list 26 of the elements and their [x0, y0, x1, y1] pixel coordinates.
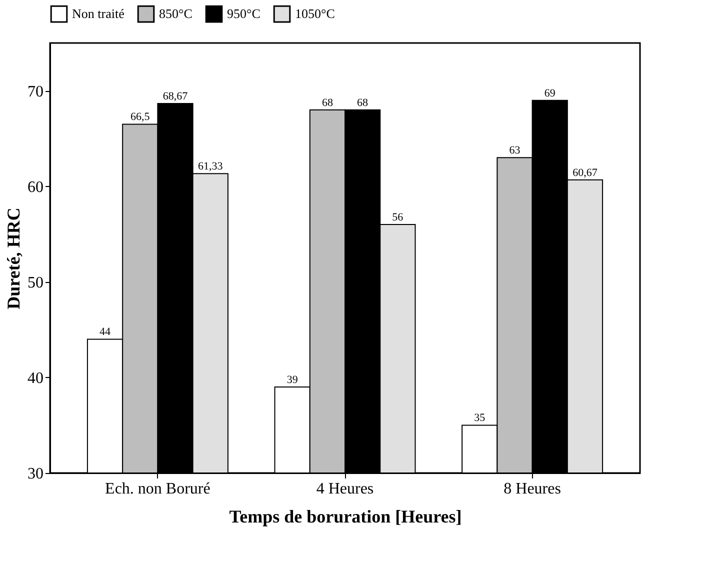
y-tick-label: 30 [28, 466, 44, 482]
data-label: 63 [509, 144, 521, 157]
legend-label: 850°C [159, 6, 192, 22]
data-label: 56 [392, 212, 404, 224]
y-tick-label: 60 [28, 178, 44, 196]
data-label: 69 [544, 87, 556, 100]
y-axis-title: Dureté, HRC [4, 208, 24, 310]
data-label: 68,67 [162, 90, 188, 102]
x-axis-title: Temps de boruration [Heures] [229, 506, 462, 526]
data-label: 68 [322, 96, 334, 109]
x-tick-label: 4 Heures [316, 480, 374, 498]
data-label: 68 [357, 96, 369, 109]
data-label: 60,67 [572, 166, 598, 179]
legend-label: Non traité [72, 6, 125, 22]
legend-label: 950°C [227, 6, 260, 22]
x-tick-label: 8 Heures [504, 480, 561, 498]
legend-label: 1050°C [295, 6, 335, 22]
y-tick-label: 50 [28, 274, 44, 292]
y-tick-label: 70 [28, 83, 44, 100]
data-label: 44 [100, 326, 112, 338]
data-label: 66,5 [130, 111, 150, 124]
data-label: 35 [474, 412, 486, 424]
data-label: 61,33 [198, 160, 224, 173]
data-label: 39 [286, 374, 298, 386]
x-tick-label: Ech. non Boruré [105, 480, 210, 498]
y-tick-label: 40 [28, 370, 44, 387]
